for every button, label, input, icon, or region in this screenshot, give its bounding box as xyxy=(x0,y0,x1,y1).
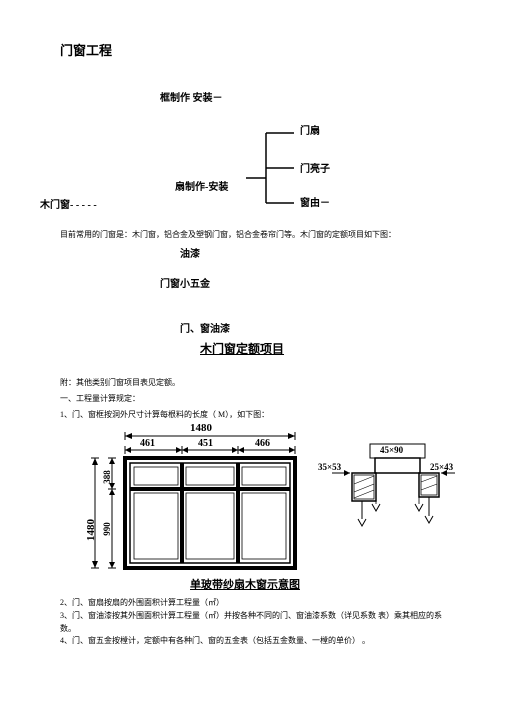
dim-col-3: 466 xyxy=(255,438,270,449)
rule-1: 1、门、窗框按洞外尺寸计算每根料的长度（ M），如下图： xyxy=(60,409,455,420)
dim-row-bottom: 990 xyxy=(102,522,112,536)
branch-window: 窗由－ xyxy=(300,194,330,209)
branch-liangzi: 门亮子 xyxy=(300,160,330,175)
door-window-paint: 门、窗油漆 xyxy=(180,320,455,335)
paint-label: 油漆 xyxy=(180,245,455,260)
detail-top: 45×90 xyxy=(380,445,403,455)
dim-side-total: 1480 xyxy=(85,519,97,541)
section-heading: 木门窗定额项目 xyxy=(200,340,455,357)
usage-line: 目前常用的门窗是：木门窗，铝合金及塑钢门窗，铝合金卷帘门等。木门窗的定额项目如下… xyxy=(60,229,455,240)
rule-2: 2、门、窗扇按扇的外围面积计算工程量（㎡） xyxy=(60,597,455,610)
dim-col-1: 461 xyxy=(140,438,155,449)
detail-left: 35×53 xyxy=(318,462,341,472)
leaf-make-install: 扇制作-安装 xyxy=(175,178,228,193)
dim-row-top: 388 xyxy=(102,470,112,484)
hardware-label: 门窗小五金 xyxy=(160,275,455,290)
branch-door-leaf: 门扇 xyxy=(300,122,320,137)
calc-rules-heading: 一、工程量计算规定： xyxy=(60,393,455,404)
rule-4: 4、门、窗五金按樘计，定额中有各种门、窗的五金表（包括五金数量、一樘的单价） 。 xyxy=(60,635,455,648)
rule-3: 3、门、窗油漆按其外围面积计算工程量（㎡）并按各种不同的门、窗油漆系数（详见系数… xyxy=(60,610,455,636)
frame-make-install: 框制作 安装－ xyxy=(160,89,455,104)
wood-door-window-label: 木门窗- - - - - xyxy=(40,196,97,211)
dim-top-total: 1480 xyxy=(190,422,212,434)
diagram-caption: 单玻带纱扇木窗示意图 xyxy=(190,576,455,592)
detail-right: 25×43 xyxy=(430,462,453,472)
dim-col-2: 451 xyxy=(198,438,213,449)
page-title: 门窗工程 xyxy=(60,40,455,59)
note-heading: 附：其他类别门窗项目表见定额。 xyxy=(60,377,455,388)
